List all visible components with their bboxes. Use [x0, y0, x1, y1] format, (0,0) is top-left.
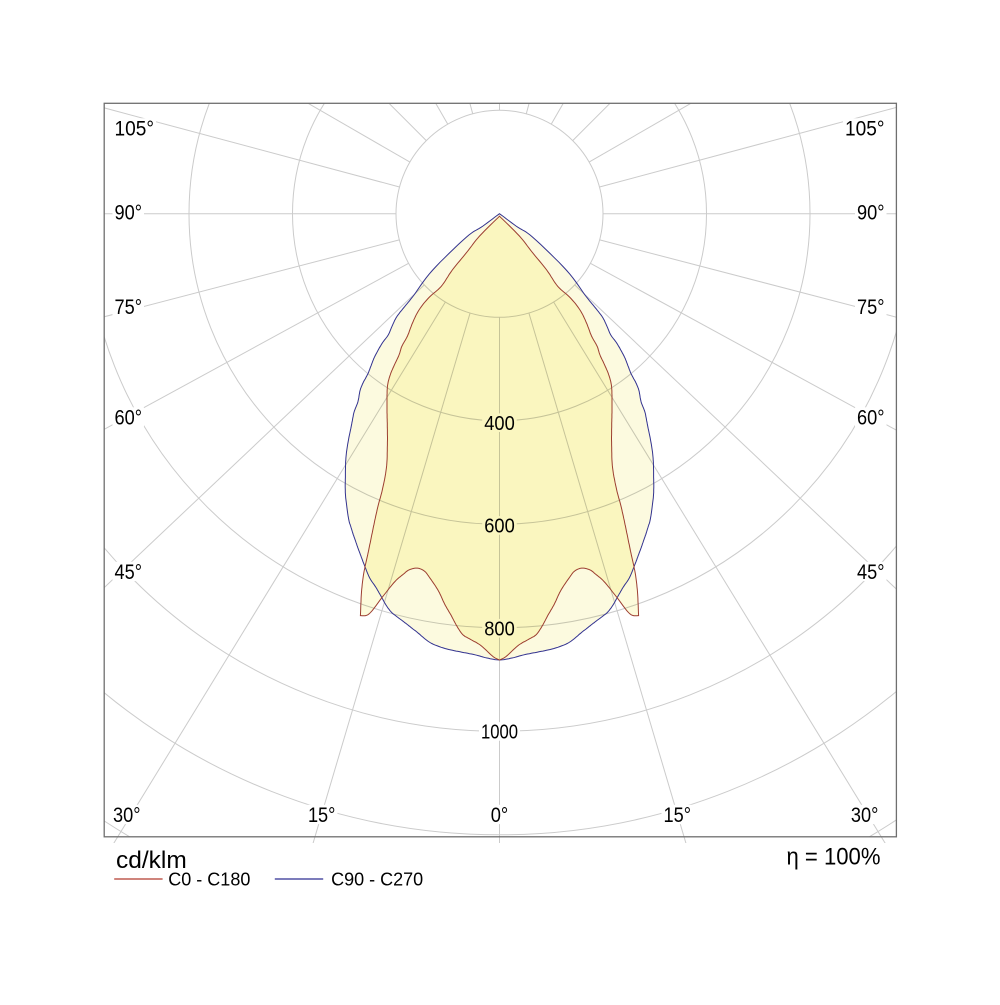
svg-text:400: 400	[484, 413, 515, 435]
svg-text:105°: 105°	[115, 118, 155, 141]
svg-text:30°: 30°	[851, 804, 879, 827]
svg-text:η = 100%: η = 100%	[787, 844, 881, 871]
svg-text:0°: 0°	[491, 804, 509, 827]
svg-text:105°: 105°	[845, 118, 885, 141]
svg-text:45°: 45°	[115, 561, 143, 584]
svg-text:C90 - C270: C90 - C270	[331, 870, 423, 890]
svg-text:45°: 45°	[857, 561, 885, 584]
svg-text:800: 800	[484, 618, 515, 640]
svg-text:60°: 60°	[115, 407, 143, 430]
svg-text:75°: 75°	[115, 296, 143, 319]
svg-text:75°: 75°	[857, 296, 885, 319]
svg-text:1000: 1000	[481, 722, 518, 744]
svg-text:90°: 90°	[115, 202, 143, 225]
svg-text:30°: 30°	[113, 804, 141, 827]
svg-text:60°: 60°	[857, 407, 885, 430]
svg-text:15°: 15°	[664, 804, 692, 827]
svg-text:90°: 90°	[857, 202, 885, 225]
svg-text:600: 600	[484, 516, 515, 538]
svg-text:C0 - C180: C0 - C180	[168, 870, 250, 890]
svg-text:15°: 15°	[308, 804, 336, 827]
